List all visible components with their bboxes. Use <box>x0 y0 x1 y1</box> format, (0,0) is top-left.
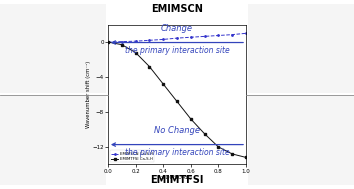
EMIMSCN Ca,S-H <box>202 35 207 37</box>
EMIMTFSI Ca,S-H <box>133 51 138 54</box>
EMIMTFSI Ca,S-H <box>202 133 207 135</box>
X-axis label: x(DMSO-d₆): x(DMSO-d₆) <box>161 175 193 180</box>
EMIMTFSI Ca,S-H <box>120 43 124 46</box>
EMIMTFSI Ca,S-H <box>189 118 193 120</box>
Text: the primary interaction site: the primary interaction site <box>125 46 229 55</box>
EMIMTFSI Ca,S-H <box>106 41 110 43</box>
EMIMTFSI Ca,S-H <box>244 156 248 159</box>
EMIMSCN Ca,S-H <box>189 36 193 38</box>
EMIMSCN Ca,S-H <box>216 34 221 37</box>
EMIMSCN Ca,S-H <box>106 41 110 43</box>
EMIMTFSI Ca,S-H <box>230 153 234 155</box>
Text: the primary interaction site: the primary interaction site <box>125 148 229 157</box>
EMIMSCN Ca,S-H <box>230 33 234 36</box>
EMIMTFSI Ca,S-H <box>216 146 221 148</box>
EMIMTFSI Ca,S-H <box>161 83 165 85</box>
Text: Change: Change <box>161 24 193 33</box>
Text: No Change: No Change <box>154 126 200 135</box>
Text: EMIMTFSI: EMIMTFSI <box>150 175 204 185</box>
Line: EMIMTFSI Ca,S-H: EMIMTFSI Ca,S-H <box>107 41 247 159</box>
EMIMSCN Ca,S-H <box>244 32 248 34</box>
Legend: EMIMSCN Ca,S-H, EMIMTFSI Ca,S-H: EMIMSCN Ca,S-H, EMIMTFSI Ca,S-H <box>110 150 154 163</box>
EMIMSCN Ca,S-H <box>147 39 152 41</box>
EMIMSCN Ca,S-H <box>175 37 179 39</box>
Text: EMIMSCN: EMIMSCN <box>151 4 203 14</box>
EMIMSCN Ca,S-H <box>120 40 124 43</box>
Y-axis label: Wavenumber shift (cm⁻¹): Wavenumber shift (cm⁻¹) <box>86 61 91 128</box>
EMIMTFSI Ca,S-H <box>175 100 179 103</box>
Line: EMIMSCN Ca,S-H: EMIMSCN Ca,S-H <box>107 32 247 43</box>
EMIMSCN Ca,S-H <box>161 38 165 41</box>
EMIMTFSI Ca,S-H <box>147 65 152 68</box>
EMIMSCN Ca,S-H <box>133 40 138 42</box>
